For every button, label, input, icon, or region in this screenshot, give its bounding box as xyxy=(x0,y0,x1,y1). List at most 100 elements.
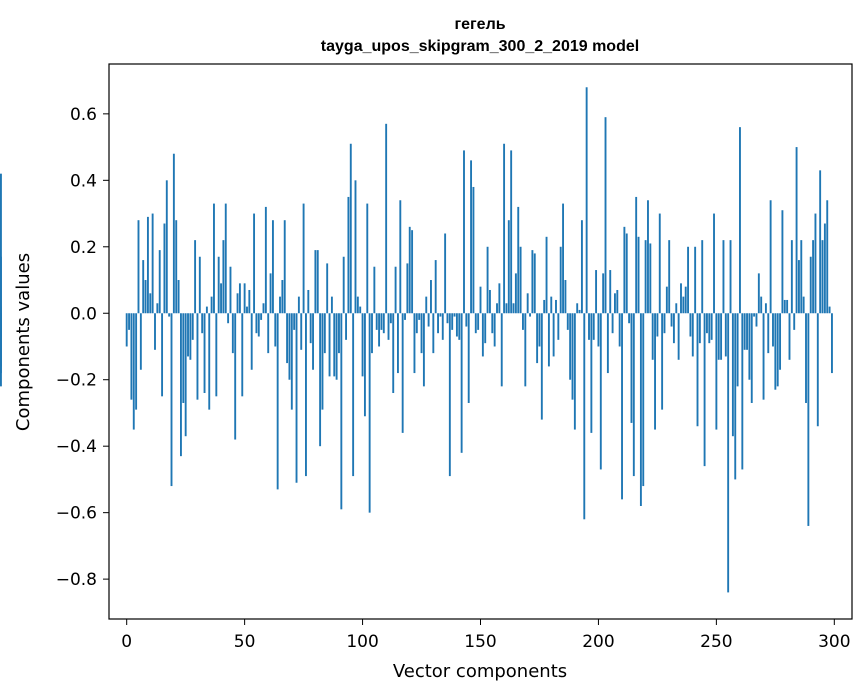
bar-231 xyxy=(670,313,673,327)
bar-undefined xyxy=(0,313,2,374)
bar-71 xyxy=(293,313,296,330)
bar-116 xyxy=(399,200,402,314)
bar-173 xyxy=(533,253,536,314)
bar-111 xyxy=(387,313,390,340)
bar-106 xyxy=(375,313,378,330)
bar-10 xyxy=(149,293,152,314)
bar-276 xyxy=(776,313,779,387)
bar-127 xyxy=(425,296,428,314)
bar-202 xyxy=(602,273,605,314)
y-tick-label: 0.4 xyxy=(70,171,97,191)
bar-54 xyxy=(253,213,256,314)
bar-26 xyxy=(187,313,189,357)
plot-frame xyxy=(108,63,853,620)
bar-212 xyxy=(625,233,628,314)
bar-97 xyxy=(354,180,357,314)
bar-146 xyxy=(470,160,473,314)
y-tick-label: 0.2 xyxy=(70,238,97,258)
bar-290 xyxy=(809,256,812,314)
bar-85 xyxy=(326,263,329,314)
bar-131 xyxy=(434,260,437,314)
bar-41 xyxy=(222,240,225,314)
bar-104 xyxy=(371,313,373,354)
bar-277 xyxy=(779,313,782,370)
bar-101 xyxy=(363,313,366,417)
bar-191 xyxy=(576,303,579,314)
bar-297 xyxy=(826,200,829,314)
bar-8 xyxy=(144,280,147,314)
bar-16 xyxy=(163,223,166,314)
bar-81 xyxy=(316,250,319,314)
bar-95 xyxy=(349,143,352,314)
bar-151 xyxy=(481,313,484,357)
bar-2 xyxy=(130,313,133,400)
bar-249 xyxy=(713,213,715,314)
bar-60 xyxy=(267,313,270,354)
bar-224 xyxy=(654,313,656,430)
bar-241 xyxy=(694,246,697,314)
bar-163 xyxy=(510,150,513,314)
bar-34 xyxy=(205,306,208,314)
bar-215 xyxy=(632,313,635,477)
bar-165 xyxy=(514,273,517,314)
bar-109 xyxy=(382,313,385,334)
bar-272 xyxy=(767,313,770,354)
bar-247 xyxy=(708,313,711,344)
x-tick-label: 50 xyxy=(234,632,256,652)
bar-265 xyxy=(750,313,753,403)
y-tick-label: −0.8 xyxy=(56,570,97,590)
bar-72 xyxy=(295,313,298,483)
bar-119 xyxy=(406,263,409,314)
bar-263 xyxy=(746,313,748,350)
bar-141 xyxy=(458,313,461,340)
bar-undefined xyxy=(0,256,2,314)
bar-135 xyxy=(444,233,447,314)
bar-164 xyxy=(512,303,515,314)
bar-48 xyxy=(238,283,241,314)
bar-234 xyxy=(677,313,680,360)
bar-147 xyxy=(472,186,475,314)
bar-284 xyxy=(795,147,798,314)
bar-269 xyxy=(760,296,763,314)
bar-67 xyxy=(283,220,286,314)
bar-132 xyxy=(437,313,439,334)
bar-261 xyxy=(741,313,744,470)
bar-93 xyxy=(345,313,347,340)
bar-92 xyxy=(342,256,345,314)
bar-217 xyxy=(637,236,640,314)
bar-68 xyxy=(286,313,289,364)
bar-120 xyxy=(408,226,411,314)
bar-30 xyxy=(196,313,199,400)
bar-278 xyxy=(781,210,784,314)
bar-199 xyxy=(595,270,598,314)
y-tick-label: 0.6 xyxy=(70,105,97,125)
bar-142 xyxy=(460,313,463,453)
bar-122 xyxy=(413,313,416,374)
bar-267 xyxy=(755,313,758,327)
bar-289 xyxy=(807,313,810,526)
bar-221 xyxy=(647,200,649,314)
bar-65 xyxy=(279,296,281,314)
bar-24 xyxy=(182,313,185,403)
bar-154 xyxy=(488,289,491,314)
bar-series xyxy=(0,87,833,593)
bar-115 xyxy=(397,313,399,374)
bar-248 xyxy=(710,313,713,340)
bar-105 xyxy=(373,266,376,314)
bar-201 xyxy=(599,313,602,470)
bar-150 xyxy=(479,286,482,314)
bar-45 xyxy=(231,313,234,354)
bar-0 xyxy=(125,313,128,347)
bar-285 xyxy=(797,260,800,314)
bar-96 xyxy=(352,313,355,477)
bar-158 xyxy=(498,283,501,314)
bar-293 xyxy=(816,313,819,427)
bar-162 xyxy=(507,220,510,314)
bar-246 xyxy=(705,313,708,334)
y-axis-label: Components values xyxy=(13,253,34,431)
bar-219 xyxy=(642,313,645,487)
bar-70 xyxy=(290,313,293,410)
bar-148 xyxy=(474,313,477,334)
bar-143 xyxy=(463,150,465,314)
bar-38 xyxy=(215,313,218,397)
